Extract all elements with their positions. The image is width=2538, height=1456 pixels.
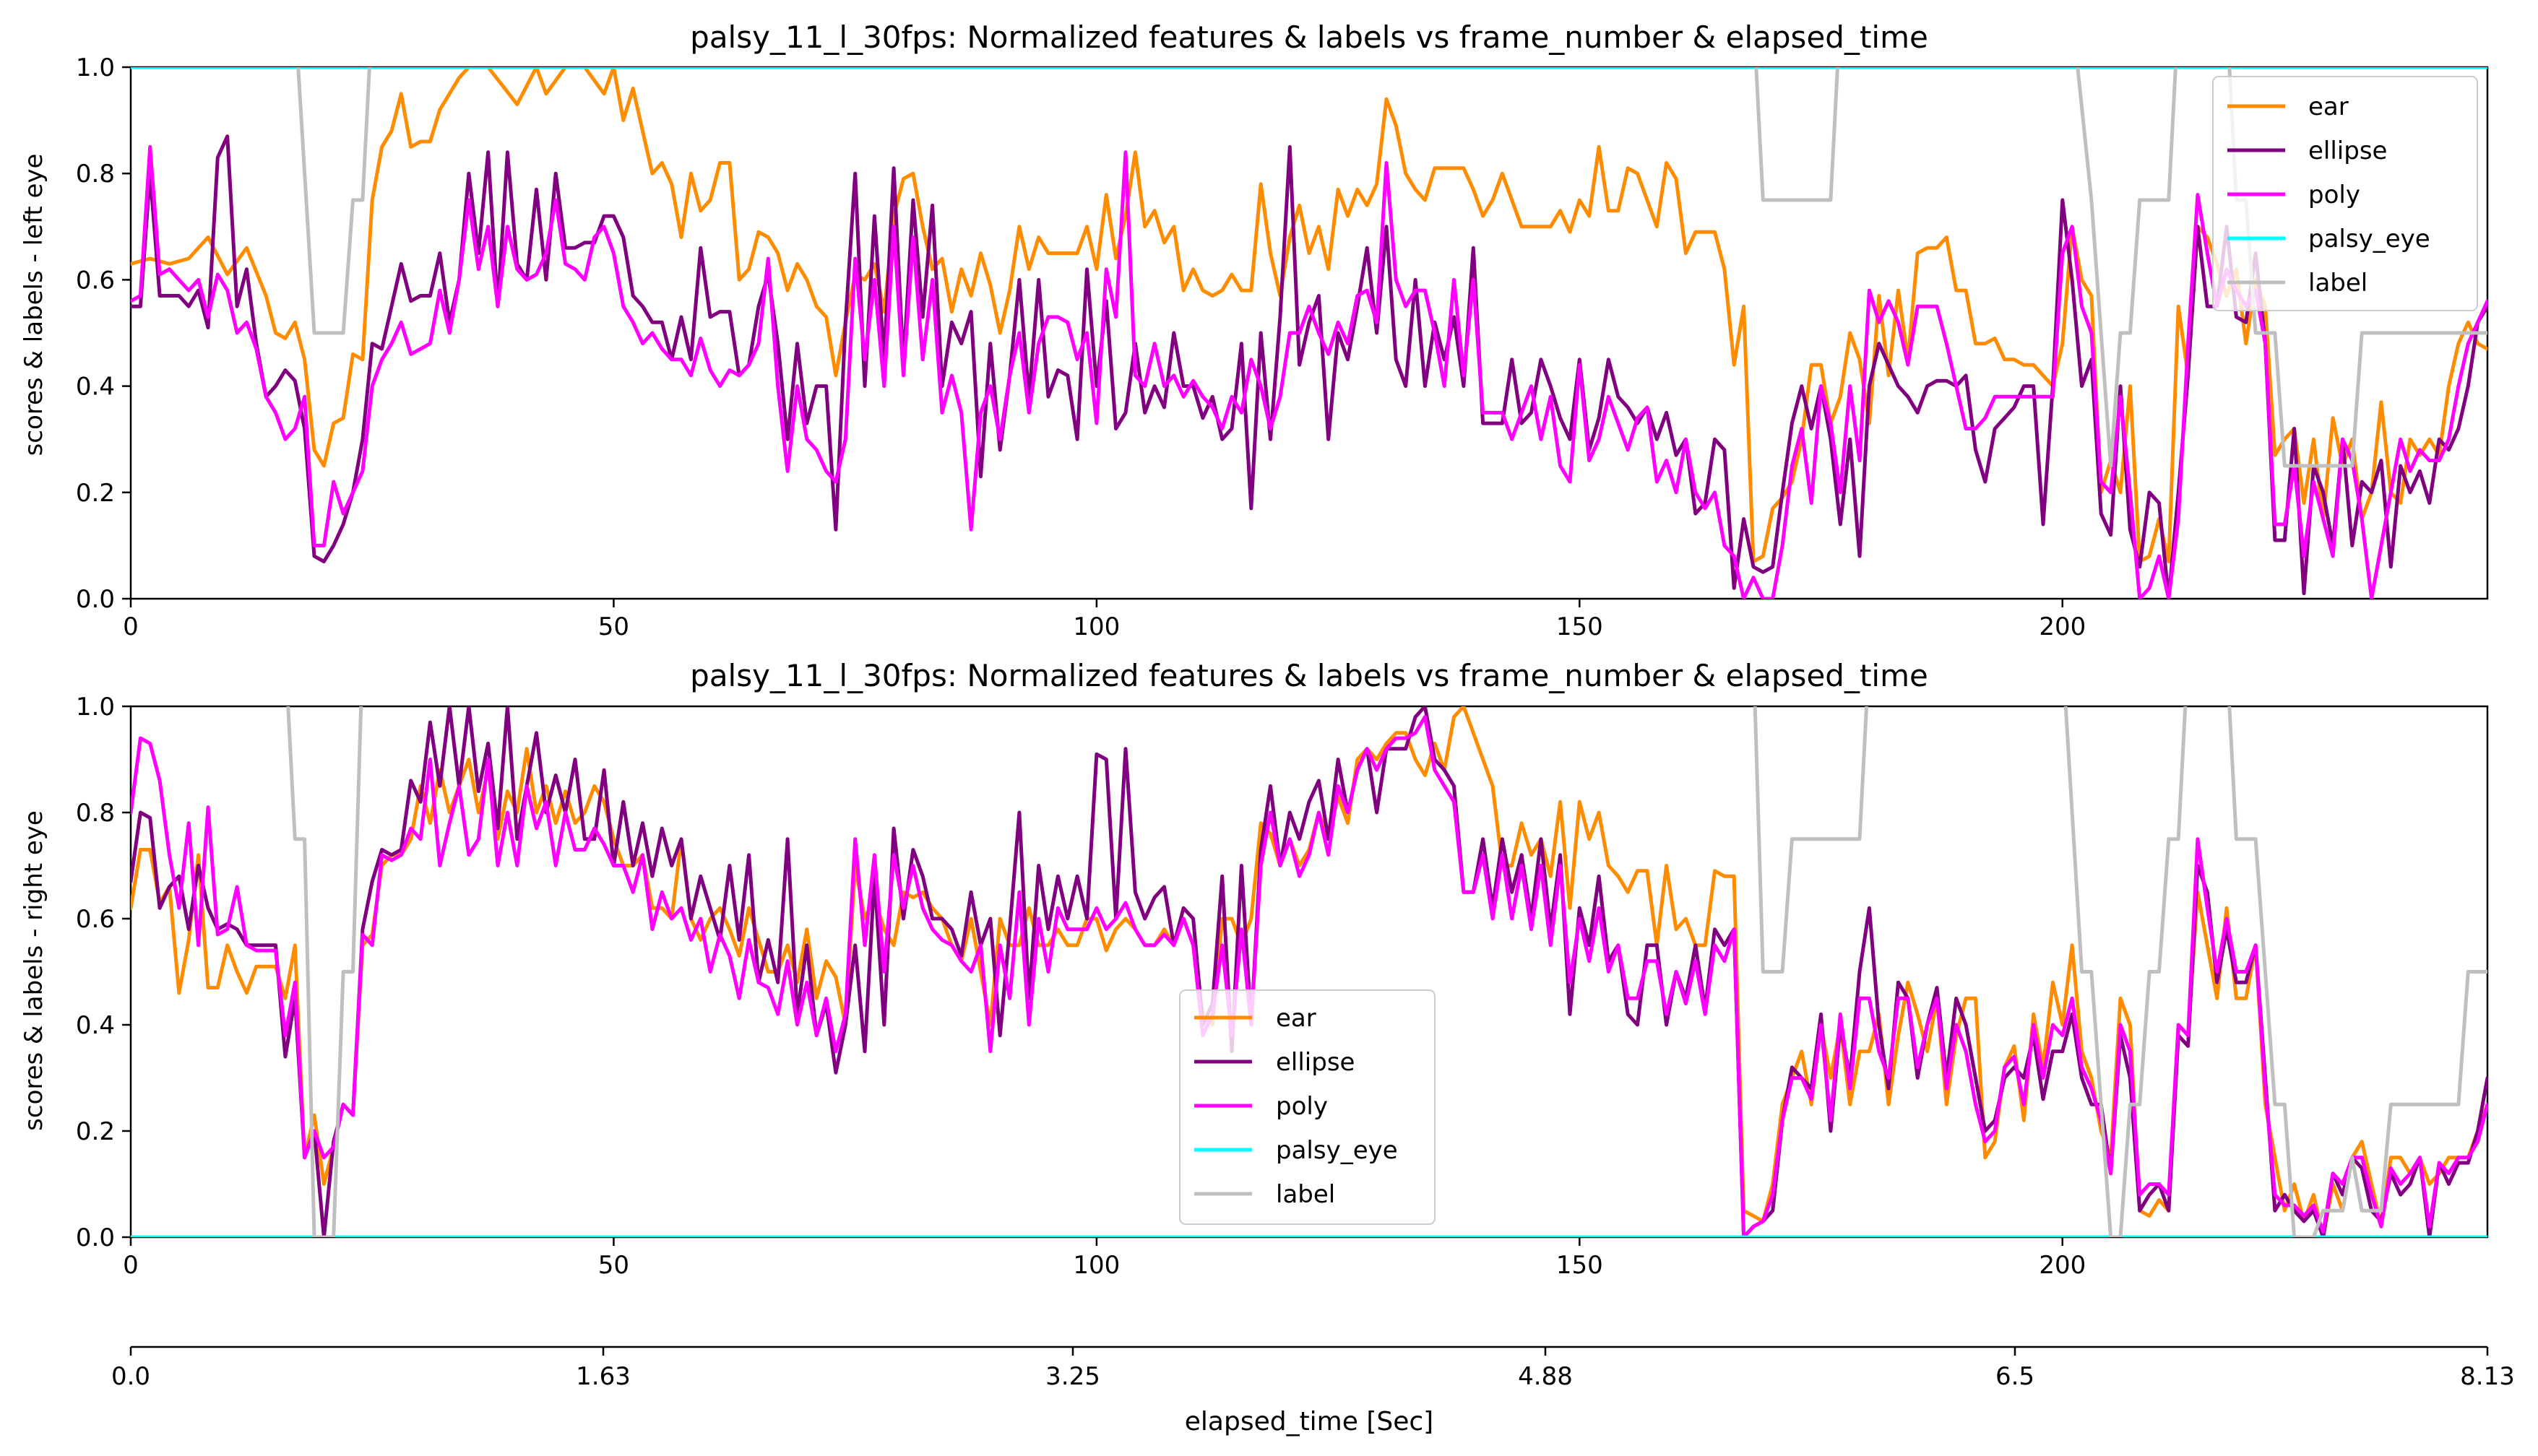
top-series-ear	[131, 67, 2487, 563]
top-legend-box	[2212, 76, 2478, 311]
bottom-x-tick-label: 100	[1073, 1251, 1120, 1280]
bottom-y-ticks: 0.0 0.2 0.4 0.6 0.8 1.0	[76, 693, 131, 1252]
top-legend-label-ellipse: ellipse	[2308, 136, 2387, 165]
time-axis-ticks: 0.0 1.63 3.25 4.88 6.5 8.13	[111, 1347, 2515, 1391]
time-tick-label: 6.5	[1995, 1362, 2034, 1391]
bottom-legend-label-poly: poly	[1276, 1092, 1328, 1121]
bottom-legend-label-palsy-eye: palsy_eye	[1276, 1136, 1398, 1165]
bottom-legend-box	[1179, 989, 1436, 1225]
bottom-x-tick-label: 150	[1556, 1251, 1603, 1280]
time-tick-label: 3.25	[1045, 1362, 1100, 1391]
top-legend-label-label: label	[2308, 269, 2367, 298]
bottom-series-label	[286, 706, 2487, 1237]
bottom-y-tick-label: 0.2	[76, 1117, 115, 1146]
bottom-x-ticks: 0 50 100 150 200	[123, 1237, 2086, 1280]
top-y-tick-label: 0.6	[76, 266, 115, 295]
bottom-legend: ear ellipse poly palsy_eye label	[1179, 989, 1436, 1225]
top-x-tick-label: 50	[598, 612, 629, 641]
top-series-label	[296, 67, 2487, 468]
top-y-tick-label: 0.4	[76, 373, 115, 402]
bottom-title: palsy_11_l_30fps: Normalized features & …	[690, 658, 1928, 693]
bottom-panel: palsy_11_l_30fps: Normalized features & …	[20, 658, 2489, 1280]
time-tick-label: 4.88	[1518, 1362, 1573, 1391]
bottom-x-tick-label: 0	[123, 1251, 139, 1280]
bottom-series-poly	[131, 715, 2487, 1237]
bottom-series-group	[131, 706, 2487, 1237]
time-tick-label: 1.63	[576, 1362, 631, 1391]
time-axis-label: elapsed_time [Sec]	[1185, 1407, 1433, 1436]
time-tick-label: 8.13	[2460, 1362, 2515, 1391]
top-panel: palsy_11_l_30fps: Normalized features & …	[20, 20, 2489, 641]
bottom-y-tick-label: 0.0	[76, 1223, 115, 1252]
top-legend: ear ellipse poly palsy_eye label	[2212, 76, 2478, 311]
top-y-tick-label: 1.0	[76, 53, 115, 82]
bottom-x-tick-label: 50	[598, 1251, 629, 1280]
top-y-ticks: 0.0 0.2 0.4 0.6 0.8 1.0	[76, 53, 131, 614]
top-y-tick-label: 0.2	[76, 479, 115, 508]
top-y-tick-label: 0.0	[76, 585, 115, 614]
top-x-tick-label: 150	[1556, 612, 1603, 641]
top-legend-label-ear: ear	[2308, 92, 2349, 121]
top-series-group	[131, 67, 2487, 599]
bottom-legend-label-label: label	[1276, 1180, 1335, 1209]
top-y-tick-label: 0.8	[76, 160, 115, 188]
bottom-y-tick-label: 0.4	[76, 1011, 115, 1040]
top-x-ticks: 0 50 100 150 200	[123, 599, 2086, 641]
top-x-tick-label: 100	[1073, 612, 1120, 641]
bottom-y-tick-label: 0.8	[76, 799, 115, 828]
bottom-ylabel: scores & labels - right eye	[20, 810, 48, 1131]
time-tick-label: 0.0	[111, 1362, 150, 1391]
top-x-tick-label: 0	[123, 612, 139, 641]
top-title: palsy_11_l_30fps: Normalized features & …	[690, 20, 1928, 55]
time-axis: 0.0 1.63 3.25 4.88 6.5 8.13 elapsed_time [Sec…	[111, 1346, 2515, 1436]
top-ylabel: scores & labels - left eye	[20, 154, 48, 456]
bottom-y-tick-label: 1.0	[76, 693, 115, 722]
top-legend-label-poly: poly	[2308, 181, 2360, 209]
top-legend-label-palsy-eye: palsy_eye	[2308, 225, 2430, 254]
top-series-poly	[131, 144, 2487, 599]
bottom-y-tick-label: 0.6	[76, 905, 115, 934]
bottom-legend-label-ear: ear	[1276, 1004, 1316, 1033]
bottom-legend-label-ellipse: ellipse	[1276, 1048, 1355, 1077]
bottom-x-tick-label: 200	[2039, 1251, 2086, 1280]
top-x-tick-label: 200	[2039, 612, 2086, 641]
